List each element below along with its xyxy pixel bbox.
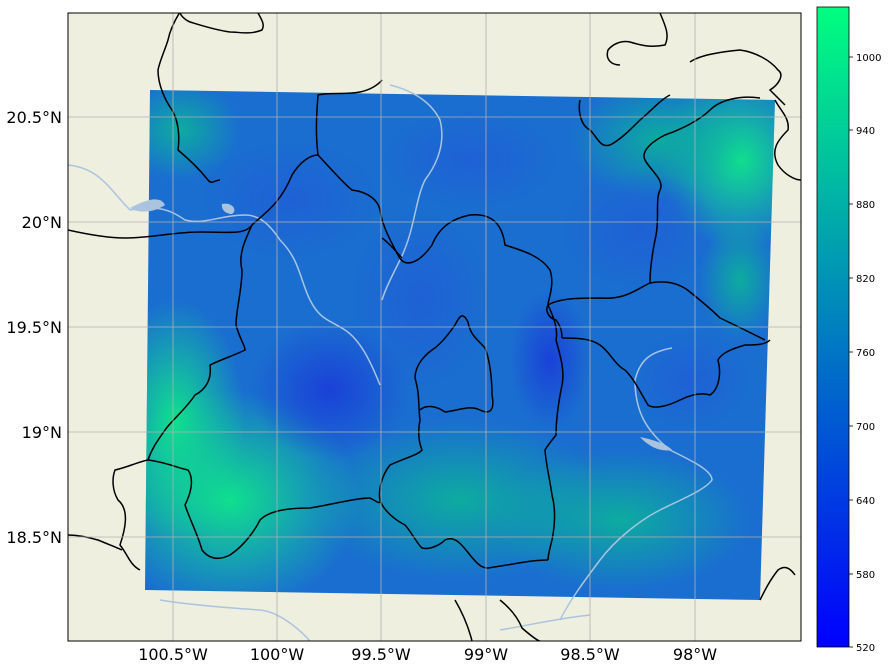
lon-tick-label: 99°W <box>464 645 508 664</box>
lat-tick-label: 19.5°N <box>6 318 62 337</box>
longitude-labels: 100.5°W 100°W 99.5°W 99°W 98.5°W 98°W <box>138 645 717 664</box>
colorbar-tick-label: 1000 <box>856 53 881 64</box>
gridlines <box>68 13 801 641</box>
colorbar-tick-label: 700 <box>856 422 875 433</box>
colorbar-tick-label: 940 <box>856 126 875 137</box>
colorbar-ticks <box>849 56 853 648</box>
elevation-raster <box>145 90 775 600</box>
lat-tick-label: 19°N <box>22 423 62 442</box>
colorbar-tick-label: 520 <box>856 643 875 654</box>
map-frame <box>67 12 802 642</box>
colorbar-tick-label: 760 <box>856 348 875 359</box>
colorbar: 1000 940 880 820 760 700 640 580 520 <box>816 6 881 654</box>
lat-tick-label: 20.5°N <box>6 108 62 127</box>
lon-tick-label: 99.5°W <box>351 645 411 664</box>
colorbar-tick-label: 820 <box>856 274 875 285</box>
lon-tick-label: 98°W <box>673 645 717 664</box>
lon-tick-label: 100.5°W <box>138 645 208 664</box>
lon-tick-label: 100°W <box>250 645 305 664</box>
lon-tick-label: 98.5°W <box>560 645 620 664</box>
state-borders <box>68 13 801 641</box>
lat-tick-label: 18.5°N <box>6 528 62 547</box>
colorbar-tick-label: 640 <box>856 496 875 507</box>
lakes <box>130 199 672 451</box>
colorbar-gradient <box>816 6 850 648</box>
latitude-labels: 20.5°N 20°N 19.5°N 19°N 18.5°N <box>6 108 62 547</box>
lat-tick-label: 20°N <box>22 213 62 232</box>
colorbar-tick-label: 880 <box>856 200 875 211</box>
colorbar-tick-label: 580 <box>856 570 875 581</box>
